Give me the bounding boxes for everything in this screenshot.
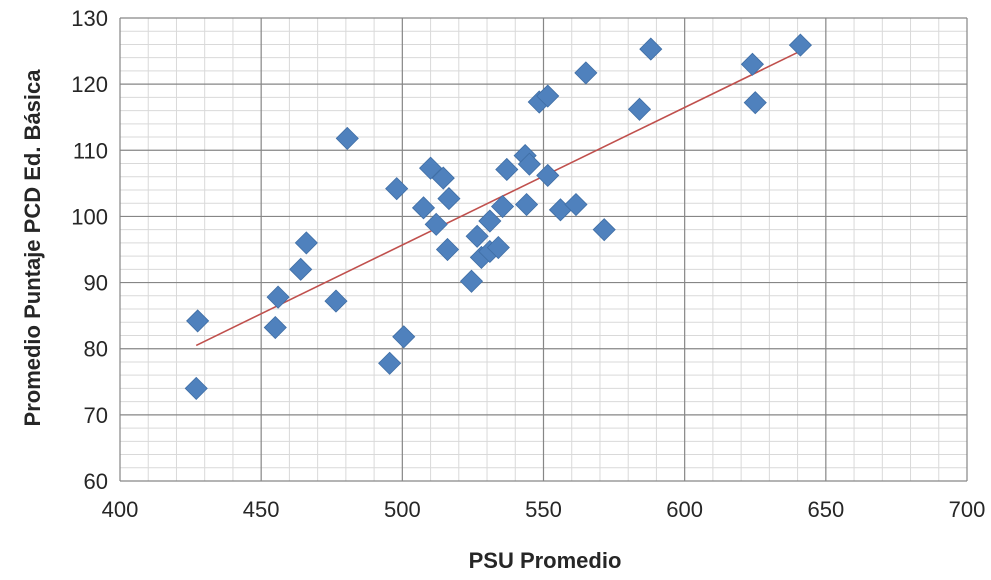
x-axis-ticks: 400 450 500 550 600 650 700 <box>102 497 986 522</box>
data-point <box>478 209 502 233</box>
x-axis-title: PSU Promedio <box>469 548 622 573</box>
data-point <box>495 157 519 182</box>
y-axis-title: Promedio Puntaje PCD Ed. Básica <box>20 69 45 427</box>
data-point <box>266 285 290 309</box>
data-point <box>788 33 812 57</box>
data-point <box>411 196 436 220</box>
y-axis-ticks: 60 70 80 90 100 110 120 130 <box>71 6 108 494</box>
y-tick-label: 100 <box>71 204 108 229</box>
data-point <box>465 224 489 248</box>
data-point <box>324 289 348 313</box>
data-point <box>392 325 416 349</box>
data-point <box>486 235 510 260</box>
data-point <box>335 126 359 150</box>
data-point <box>574 61 598 85</box>
data-point <box>431 166 455 190</box>
data-point <box>536 84 560 108</box>
data-point <box>263 315 287 340</box>
grid <box>119 17 968 482</box>
y-tick-label: 130 <box>71 6 108 31</box>
x-tick-label: 650 <box>807 497 844 522</box>
y-tick-label: 80 <box>84 337 108 362</box>
x-tick-label: 550 <box>525 497 562 522</box>
data-point <box>186 309 210 333</box>
data-point <box>743 91 767 115</box>
data-point <box>592 218 616 242</box>
data-point <box>294 231 318 255</box>
x-tick-label: 400 <box>102 497 139 522</box>
data-point <box>184 376 208 400</box>
data-point <box>419 156 443 180</box>
data-point <box>435 237 460 262</box>
y-tick-label: 90 <box>84 271 108 296</box>
data-point <box>517 152 541 176</box>
trendline <box>195 50 801 347</box>
data-point <box>536 163 560 187</box>
y-tick-label: 110 <box>73 138 108 163</box>
y-tick-label: 60 <box>84 469 108 494</box>
x-tick-label: 700 <box>949 497 986 522</box>
data-point <box>459 269 484 293</box>
data-point <box>437 187 461 211</box>
x-tick-label: 450 <box>243 497 280 522</box>
data-point <box>740 52 764 76</box>
data-point <box>564 192 588 217</box>
data-points <box>184 33 812 400</box>
trendline-layer <box>195 50 801 347</box>
y-tick-label: 120 <box>71 72 108 97</box>
data-point <box>378 351 402 375</box>
data-point <box>627 97 652 121</box>
data-point <box>289 257 313 281</box>
x-tick-label: 600 <box>666 497 703 522</box>
y-tick-label: 70 <box>84 403 108 428</box>
data-point <box>639 37 663 61</box>
data-point <box>490 194 515 219</box>
data-point <box>385 177 409 201</box>
data-point <box>514 192 539 217</box>
data-point <box>424 212 448 236</box>
x-tick-label: 500 <box>384 497 421 522</box>
